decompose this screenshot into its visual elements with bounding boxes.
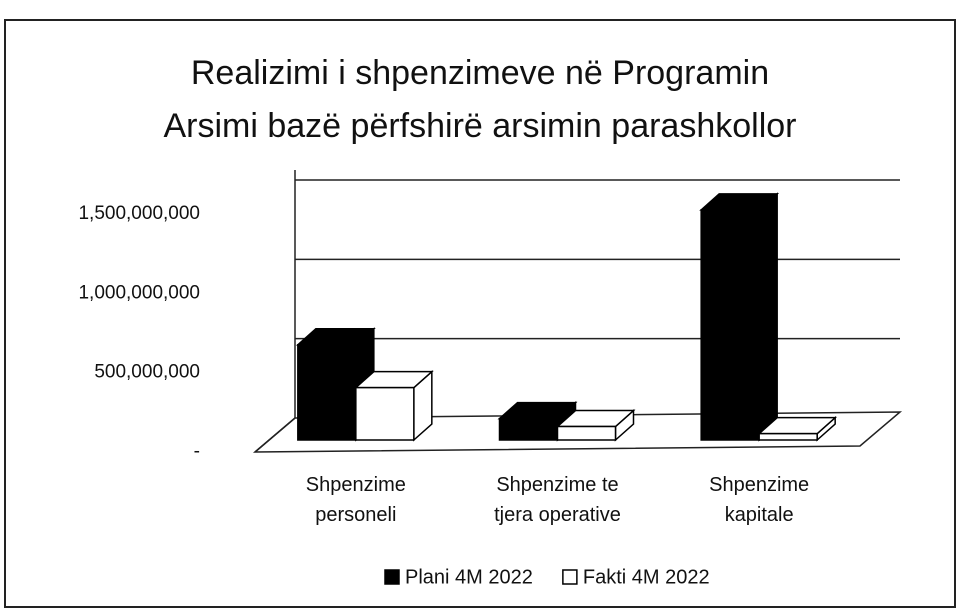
- y-tick-label: 500,000,000: [94, 362, 200, 383]
- frame: [4, 19, 956, 608]
- x-tick-label: Shpenzime kapitale: [709, 474, 810, 526]
- bar: [556, 425, 617, 441]
- x-tick-label: Shpenzime personeli: [305, 474, 406, 526]
- legend-label: Fakti 4M 2022: [583, 566, 710, 588]
- y-tick-label: 1,000,000,000: [78, 282, 200, 303]
- bar: [700, 209, 760, 441]
- bar: [297, 344, 357, 441]
- x-tick-label: Shpenzime te tjera operative: [494, 474, 621, 526]
- floor: [252, 411, 903, 453]
- legend-swatch: [384, 569, 400, 585]
- chart-title: Arsimi bazë përfshirë arsimin parashkoll…: [163, 107, 796, 145]
- y-tick-label: 1,500,000,000: [78, 203, 200, 224]
- bar: [498, 417, 559, 441]
- bar-side: [758, 192, 778, 442]
- bar: [758, 432, 818, 441]
- legend-label: Plani 4M 2022: [405, 566, 533, 588]
- bar: [355, 386, 415, 441]
- chart-title: Realizimi i shpenzimeve në Programin: [191, 54, 769, 92]
- legend-swatch: [562, 569, 578, 585]
- y-tick-label: -: [194, 441, 200, 462]
